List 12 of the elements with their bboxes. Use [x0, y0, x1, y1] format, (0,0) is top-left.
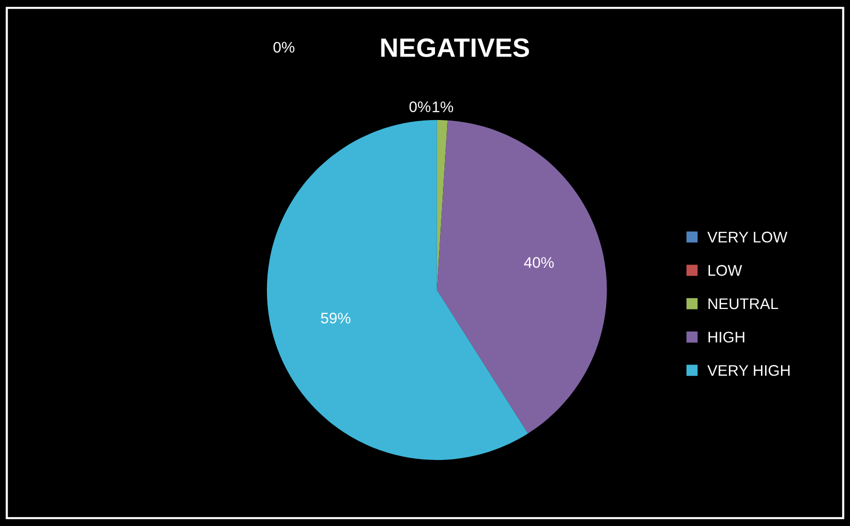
text: 0%: [409, 101, 430, 112]
legend-label: NEUTRAL: [708, 298, 778, 310]
legend-label: VERY HIGH: [707, 365, 790, 376]
data-label: 40%: [524, 257, 554, 268]
data-label: 59%: [321, 312, 350, 324]
legend-label: HIGH: [708, 332, 744, 343]
chart-title: NEGATIVES: [381, 38, 529, 58]
legend-label: VERY LOW: [707, 232, 788, 243]
text: 0%: [273, 42, 294, 53]
pie-slice: [436, 120, 607, 434]
data-label: 1%: [432, 102, 454, 112]
legend-label: LOW: [708, 265, 742, 276]
